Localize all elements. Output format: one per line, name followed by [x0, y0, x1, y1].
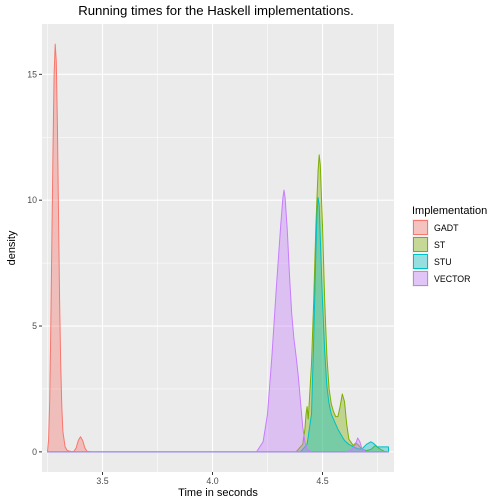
legend-key-bg [412, 270, 429, 287]
y-tick-labels: 0 5 10 15 [27, 69, 37, 457]
y-axis-title: density [6, 230, 18, 265]
density-series [47, 43, 389, 453]
y-tick-label: 5 [32, 321, 37, 331]
y-tick-label: 10 [27, 195, 37, 205]
legend-item-gadt: GADT [412, 219, 459, 236]
legend: Implementation GADT ST STU VECTOR [412, 205, 487, 287]
density-area-vector [47, 189, 389, 453]
legend-label-st: ST [434, 240, 446, 250]
chart-title: Running times for the Haskell implementa… [78, 3, 354, 18]
legend-item-st: ST [412, 236, 446, 253]
axis-ticks [39, 73, 323, 475]
legend-key-bg [412, 253, 429, 270]
y-tick-label: 15 [27, 69, 37, 79]
density-area-st [47, 154, 389, 453]
legend-swatch-stu [413, 254, 428, 269]
legend-title: Implementation [412, 205, 487, 217]
plot-panel [42, 24, 394, 472]
x-tick-label: 4.0 [206, 476, 218, 486]
legend-item-stu: STU [412, 253, 452, 270]
x-tick-label: 3.5 [96, 476, 108, 486]
density-area-stu [47, 197, 389, 453]
legend-label-stu: STU [434, 257, 452, 267]
x-axis-title: Time in seconds [178, 487, 258, 499]
legend-swatch-st [413, 237, 428, 252]
x-tick-labels: 3.5 4.0 4.5 [96, 476, 328, 486]
legend-label-gadt: GADT [434, 223, 459, 233]
legend-item-vector: VECTOR [412, 270, 471, 287]
x-tick-label: 4.5 [316, 476, 328, 486]
density-area-gadt [47, 43, 389, 453]
minor-gridlines [42, 24, 394, 472]
legend-key-bg [412, 219, 429, 236]
legend-label-vector: VECTOR [434, 274, 471, 284]
legend-swatch-vector [413, 271, 428, 286]
legend-swatch-gadt [413, 220, 428, 235]
y-tick-label: 0 [32, 447, 37, 457]
legend-key-bg [412, 236, 429, 253]
